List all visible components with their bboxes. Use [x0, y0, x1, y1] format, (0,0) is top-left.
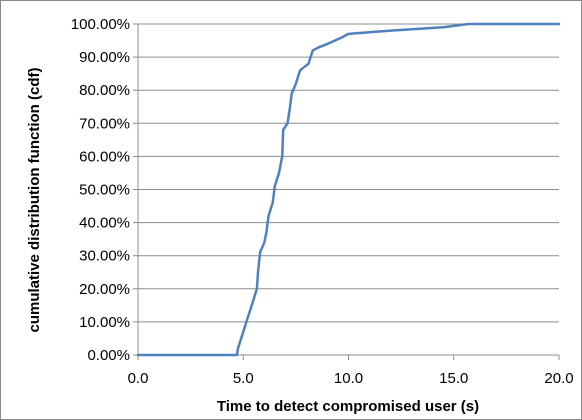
x-tick-label: 5.0 [233, 370, 254, 387]
y-tick-label: 0.00% [87, 347, 130, 364]
x-tick-label: 10.0 [334, 370, 363, 387]
cdf-series-line [136, 22, 561, 357]
x-tick-label: 15.0 [439, 370, 468, 387]
x-axis-label: Time to detect compromised user (s) [217, 398, 479, 415]
x-tick-labels: 0.0 5.0 10.0 15.0 20.0 [128, 370, 574, 387]
y-tick-label: 10.00% [79, 314, 130, 331]
x-tick-label: 20.0 [544, 370, 573, 387]
y-tick-label: 50.00% [79, 182, 130, 199]
y-axis-label: cumulative distribution function (cdf) [26, 68, 43, 333]
y-tick-label: 70.00% [79, 115, 130, 132]
y-tick-label: 40.00% [79, 215, 130, 232]
y-tick-label: 80.00% [79, 82, 130, 99]
gridlines [138, 23, 559, 323]
y-tick-label: 90.00% [79, 49, 130, 66]
y-tick-label: 60.00% [79, 148, 130, 165]
y-tick-labels: 0.00% 10.00% 20.00% 30.00% 40.00% 50.00% 60.00… [71, 16, 130, 364]
series-group [136, 22, 561, 357]
y-tick-label: 20.00% [79, 281, 130, 298]
axes [133, 23, 560, 360]
y-tick-label: 100.00% [71, 16, 130, 33]
x-tick-label: 0.0 [128, 370, 149, 387]
y-tick-label: 30.00% [79, 248, 130, 265]
